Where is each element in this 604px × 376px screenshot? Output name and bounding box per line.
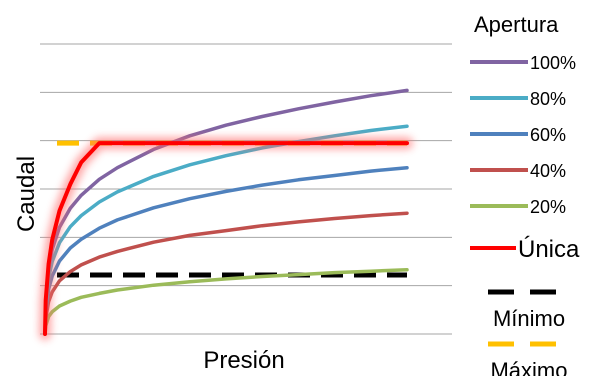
legend-20-pct: 20% xyxy=(470,197,566,217)
legend-100-pct-label: 100% xyxy=(530,53,576,73)
legend-40-pct-label: 40% xyxy=(530,161,566,181)
series-100-pct-line xyxy=(43,88,409,336)
legend-100-pct: 100% xyxy=(470,53,576,73)
series-60-pct-line xyxy=(43,165,409,336)
legend-60-pct: 60% xyxy=(470,125,566,145)
legend-40-pct: 40% xyxy=(470,161,566,181)
legend-minimo-label: Mínimo xyxy=(493,306,565,331)
series-unica-line xyxy=(43,141,409,336)
legend-title: Apertura xyxy=(474,12,559,37)
legend-unica: Única xyxy=(470,236,580,263)
legend-20-pct-label: 20% xyxy=(530,197,566,217)
legend-minimo: Mínimo xyxy=(488,289,568,331)
legend-unica-label: Única xyxy=(518,236,580,263)
legend-maximo-label: Máximo xyxy=(490,358,567,376)
legend-60-pct-label: 60% xyxy=(530,125,566,145)
x-axis-label: Presión xyxy=(203,347,284,374)
series-20-pct-line xyxy=(43,267,409,336)
legend-80-pct-label: 80% xyxy=(530,89,566,109)
y-axis-label: Caudal xyxy=(13,156,40,232)
legend-80-pct: 80% xyxy=(470,89,566,109)
plot-area xyxy=(39,88,413,340)
legend-maximo: Máximo xyxy=(488,341,568,376)
legend: Apertura 100% 80% 60% 40% 20% Única Mínimo Máxi… xyxy=(470,12,580,376)
